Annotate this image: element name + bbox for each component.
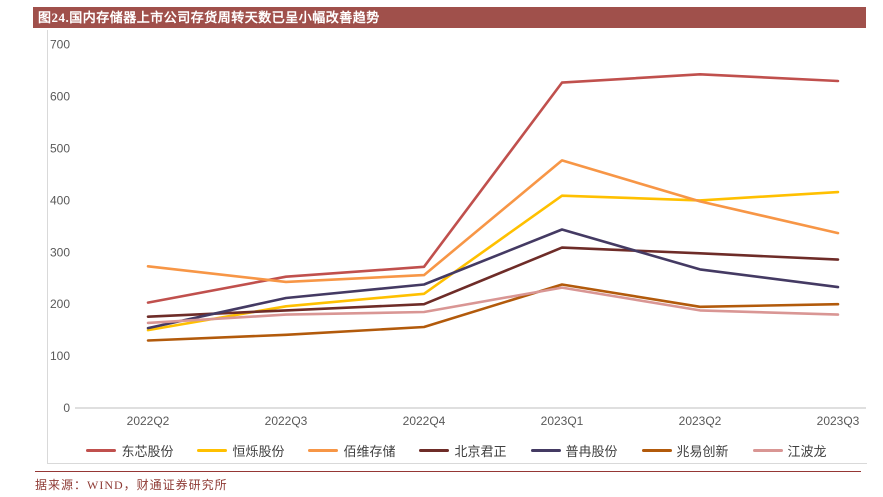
legend-swatch-icon xyxy=(641,449,672,452)
legend-item: 恒烁股份 xyxy=(197,441,284,460)
x-axis-tick-label: 2023Q3 xyxy=(817,414,860,428)
series-line-佰维存储 xyxy=(146,159,840,284)
legend-swatch-icon xyxy=(86,449,117,452)
legend-swatch-icon xyxy=(419,449,450,452)
legend-item: 东芯股份 xyxy=(86,441,173,460)
legend-label: 恒烁股份 xyxy=(232,444,285,459)
y-axis-tick-label: 600 xyxy=(50,90,70,104)
x-axis-tick-label: 2022Q2 xyxy=(127,414,170,428)
legend-item: 北京君正 xyxy=(419,441,507,460)
y-axis-tick-label: 300 xyxy=(50,245,70,259)
legend-label: 北京君正 xyxy=(454,444,507,459)
legend-item: 佰维存储 xyxy=(308,441,395,460)
x-axis-tick-label: 2022Q4 xyxy=(403,414,446,428)
legend-swatch-icon xyxy=(308,449,339,452)
figure-bottom-rule xyxy=(35,471,861,472)
legend-item: 江波龙 xyxy=(752,441,827,460)
y-axis-tick-label: 200 xyxy=(50,297,70,311)
chart-legend: 东芯股份 恒烁股份 佰维存储 北京君正 普冉股份 兆易创新 江波龙 xyxy=(47,441,866,460)
legend-swatch-icon xyxy=(752,449,783,452)
figure-title: 图24.国内存储器上市公司存货周转天数已呈小幅改善趋势 xyxy=(38,10,380,25)
y-axis-tick-label: 500 xyxy=(50,142,70,156)
legend-label: 兆易创新 xyxy=(676,444,729,459)
legend-swatch-icon xyxy=(197,449,228,452)
y-axis-tick-label: 700 xyxy=(50,38,70,52)
x-axis-tick-label: 2022Q3 xyxy=(265,414,308,428)
series-line-东芯股份 xyxy=(146,73,840,304)
legend-label: 普冉股份 xyxy=(565,444,618,459)
series-line-兆易创新 xyxy=(146,283,840,342)
legend-label: 东芯股份 xyxy=(121,444,174,459)
data-source-note: 据来源：WIND，财通证券研究所 xyxy=(35,478,228,492)
series-line-北京君正 xyxy=(146,246,840,319)
x-axis-tick-label: 2023Q1 xyxy=(541,414,584,428)
x-axis-tick-label: 2023Q2 xyxy=(679,414,722,428)
y-axis-tick-label: 400 xyxy=(50,193,70,207)
y-axis-tick-label: 100 xyxy=(50,349,70,363)
legend-swatch-icon xyxy=(530,449,561,452)
legend-item: 普冉股份 xyxy=(530,441,618,460)
legend-item: 兆易创新 xyxy=(641,441,729,460)
series-line-恒烁股份 xyxy=(146,190,840,332)
series-line-江波龙 xyxy=(146,286,840,325)
chart-plot-border xyxy=(47,30,867,464)
series-line-普冉股份 xyxy=(146,228,840,330)
figure-title-bar: 图24.国内存储器上市公司存货周转天数已呈小幅改善趋势 xyxy=(33,7,866,28)
legend-label: 江波龙 xyxy=(787,444,827,459)
y-axis-tick-label: 0 xyxy=(63,401,70,415)
legend-label: 佰维存储 xyxy=(343,444,396,459)
